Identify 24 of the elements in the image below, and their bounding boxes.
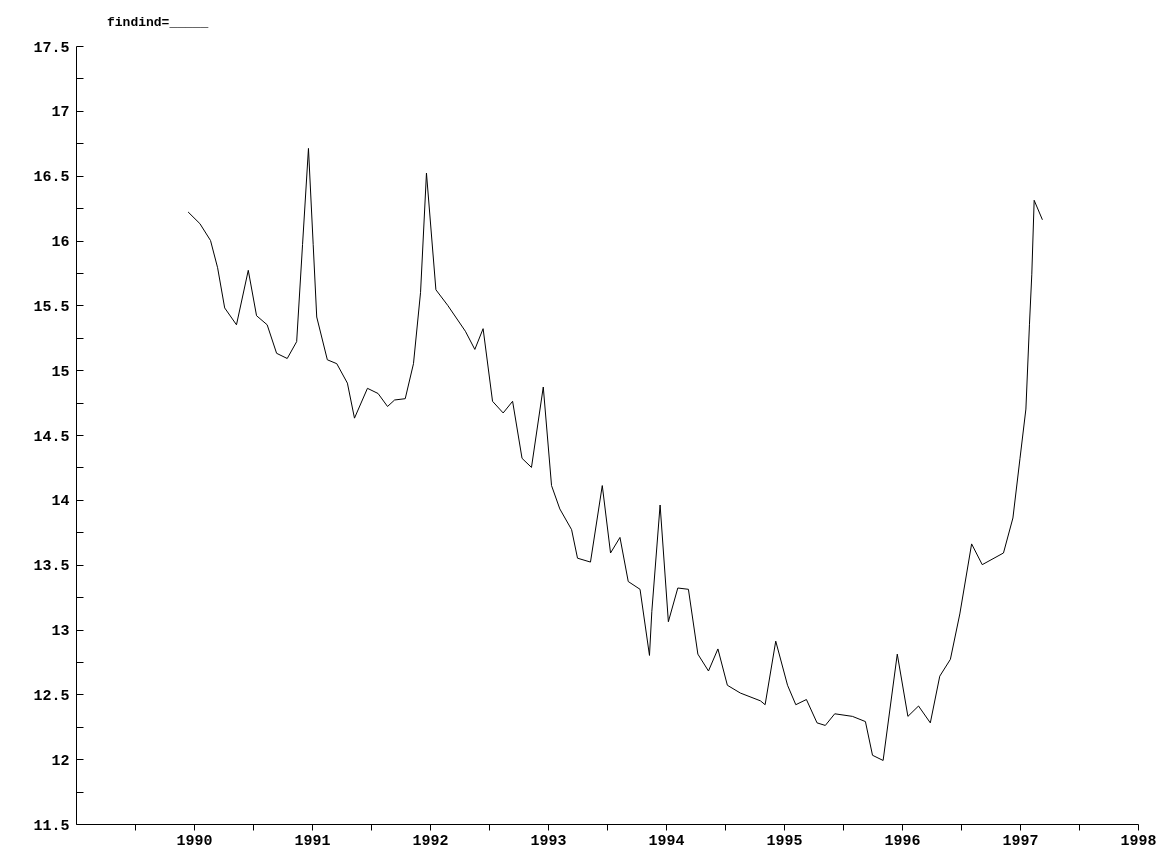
x-tick-label: 1992 bbox=[412, 832, 449, 850]
y-tick-label: 12.5 bbox=[33, 687, 70, 705]
y-tick-label: 13.5 bbox=[33, 558, 70, 576]
x-tick-label: 1991 bbox=[294, 832, 331, 850]
chart-title: findind=_____ bbox=[106, 15, 209, 30]
x-tick-label: 1998 bbox=[1120, 832, 1157, 850]
x-tick-label: 1996 bbox=[884, 832, 921, 850]
y-tick-label: 16 bbox=[51, 234, 70, 251]
x-tick-label: 1990 bbox=[176, 832, 213, 850]
y-tick-label: 15 bbox=[51, 363, 70, 381]
y-tick-label: 13 bbox=[51, 623, 70, 640]
y-tick-label: 14 bbox=[51, 493, 70, 511]
y-tick-label: 15.5 bbox=[33, 298, 70, 316]
x-tick-label: 1997 bbox=[1002, 832, 1039, 850]
y-tick-label: 16.5 bbox=[33, 169, 70, 187]
y-tick-label: 17.5 bbox=[33, 39, 70, 57]
y-tick-label: 17 bbox=[51, 104, 70, 122]
x-tick-label: 1995 bbox=[766, 832, 803, 850]
x-tick-label: 1994 bbox=[648, 832, 685, 850]
y-tick-label: 11.5 bbox=[33, 817, 70, 835]
x-tick-label: 1993 bbox=[530, 832, 567, 850]
line-series bbox=[187, 147, 1043, 761]
y-tick-label: 14.5 bbox=[33, 428, 70, 446]
y-tick-label: 12 bbox=[51, 752, 70, 770]
